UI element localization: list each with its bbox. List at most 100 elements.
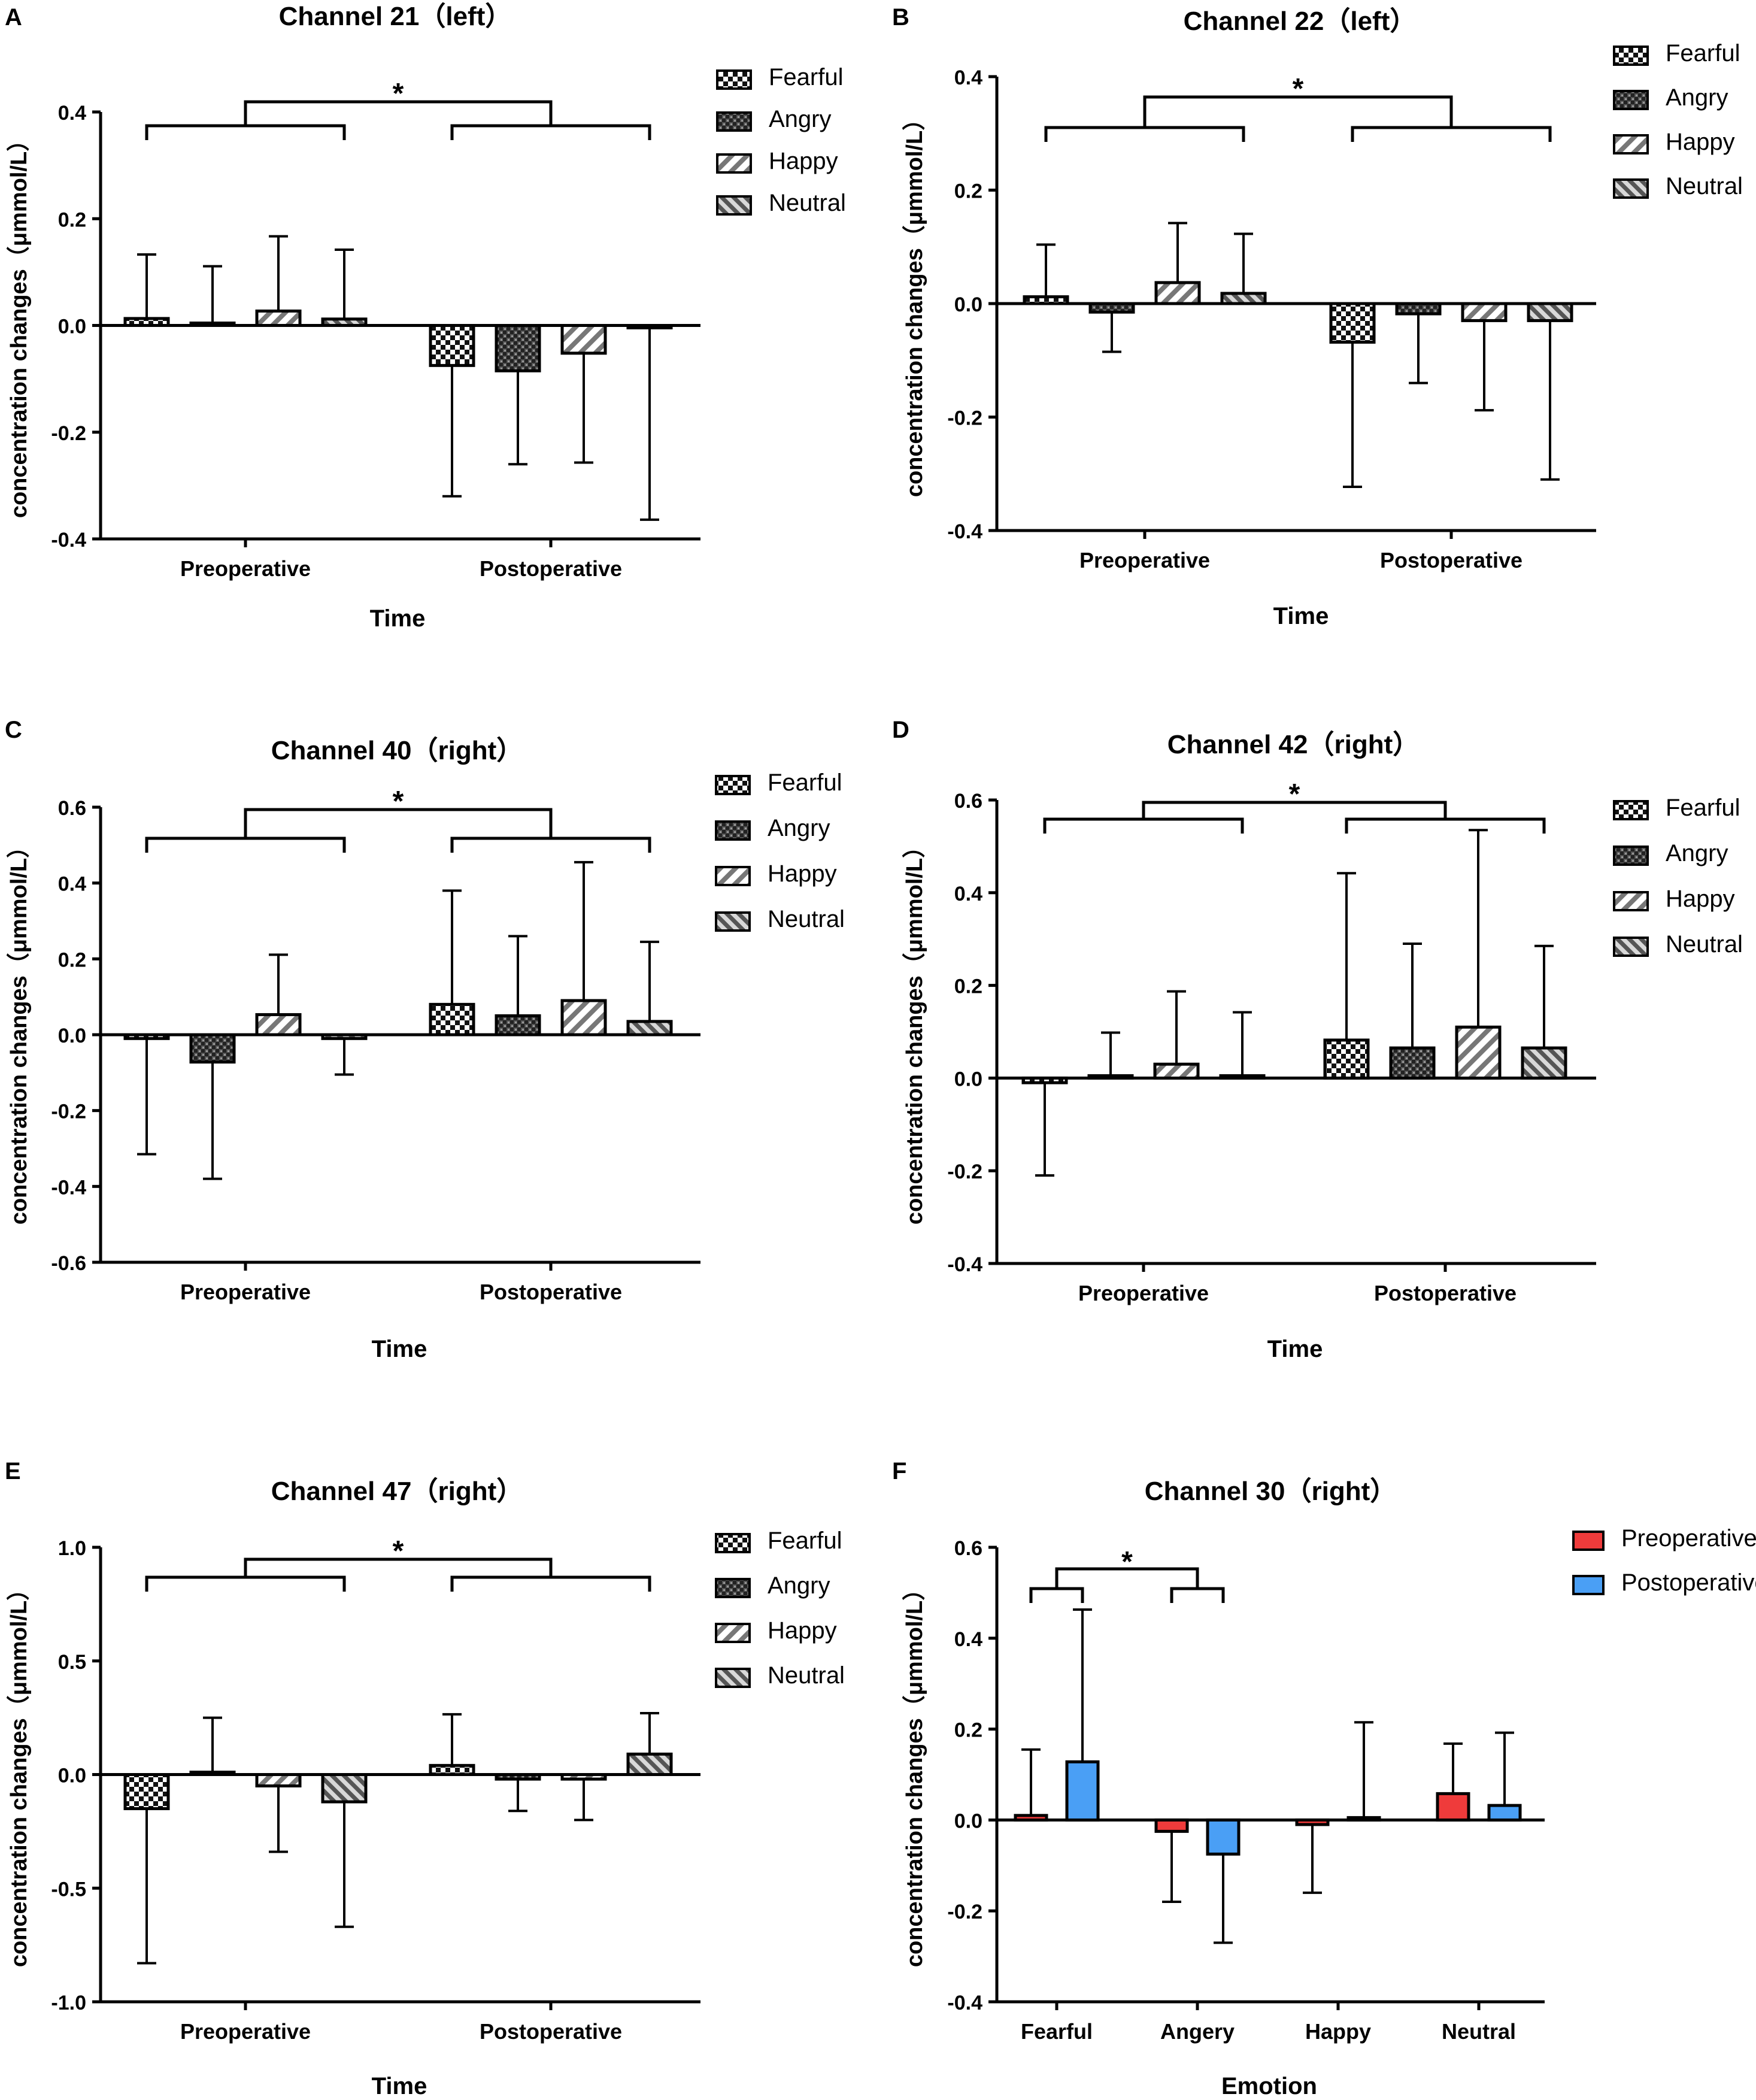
x-tick-label: Preoperative bbox=[1078, 1281, 1209, 1305]
y-tick-label: -0.2 bbox=[51, 1101, 86, 1123]
bar-fearful bbox=[1329, 302, 1376, 344]
legend-label-angry: Angry bbox=[1666, 84, 1728, 111]
y-tick-label: 0.4 bbox=[58, 102, 86, 125]
legend-label-fearful: Fearful bbox=[1666, 795, 1740, 821]
panel-f-ylabel: concentration changes（μmmol/L） bbox=[902, 1578, 927, 1967]
legend-swatch-neutral bbox=[715, 911, 751, 932]
bar-neutral bbox=[626, 324, 673, 329]
panel-e: E Channel 47（right） concentration change… bbox=[5, 1458, 845, 2099]
x-tick-label: Fearful bbox=[1021, 2019, 1093, 2044]
legend-swatch-happy bbox=[715, 1623, 751, 1643]
panel-d-xlabel: Time bbox=[1267, 1336, 1323, 1362]
y-tick-label: 0.0 bbox=[954, 1068, 982, 1090]
bar-fearful bbox=[1323, 1038, 1370, 1080]
panel-e-title: Channel 47（right） bbox=[271, 1477, 523, 1506]
legend-label-happy: Happy bbox=[769, 148, 838, 174]
panel-a-plot: 0.4 0.2 0.0 -0.2 -0.4 Preoperative Postoperati… bbox=[51, 78, 700, 581]
legend-label-happy: Happy bbox=[1666, 886, 1735, 912]
legend-swatch-fearful bbox=[715, 775, 751, 795]
legend-swatch-fearful bbox=[1613, 800, 1649, 820]
legend-label-neutral: Neutral bbox=[768, 906, 845, 932]
y-tick-label: -0.4 bbox=[947, 520, 982, 543]
legend-swatch-angry bbox=[1613, 846, 1649, 866]
bracket-left bbox=[1029, 1587, 1084, 1603]
bar-preoperative bbox=[1436, 1792, 1470, 1822]
bar-preoperative bbox=[1295, 1818, 1330, 1826]
legend-label-happy: Happy bbox=[768, 860, 837, 887]
legend-label-angry: Angry bbox=[1666, 840, 1728, 866]
y-tick-label: 0.6 bbox=[954, 1537, 982, 1560]
bar-happy bbox=[560, 1773, 607, 1781]
significance-star: * bbox=[393, 1535, 404, 1567]
legend-label-happy: Happy bbox=[1666, 129, 1735, 155]
bar-happy bbox=[1153, 1062, 1200, 1080]
panel-d: D Channel 42（right） concentration change… bbox=[892, 717, 1743, 1362]
y-tick-label: 0.0 bbox=[58, 1025, 86, 1047]
y-tick-label: -0.2 bbox=[947, 1901, 982, 1923]
x-tick-label: Postoperative bbox=[480, 2019, 622, 2044]
bar-happy bbox=[1154, 281, 1201, 305]
bar-happy bbox=[255, 1773, 302, 1787]
panel-c-xlabel: Time bbox=[372, 1336, 427, 1362]
x-tick-label: Preoperative bbox=[180, 2019, 311, 2044]
y-tick-label: 0.0 bbox=[58, 1765, 86, 1787]
x-tick-label: Happy bbox=[1305, 2019, 1371, 2044]
bar-fearful bbox=[429, 1002, 475, 1037]
bracket-right bbox=[450, 124, 651, 140]
bar-preoperative bbox=[1014, 1814, 1048, 1822]
panel-e-plot: 1.0 0.5 0.0 -0.5 -1.0 Preoperative Postoperati… bbox=[51, 1535, 700, 2044]
bar-fearful bbox=[123, 1773, 170, 1810]
y-tick-label: 0.2 bbox=[954, 180, 982, 203]
legend-swatch-neutral bbox=[1613, 178, 1649, 199]
legend-label-neutral: Neutral bbox=[768, 1662, 845, 1689]
legend-label-angry: Angry bbox=[769, 106, 832, 132]
bar-neutral bbox=[321, 1773, 368, 1804]
panel-c-legend: Fearful Angry Happy Neutral bbox=[715, 769, 845, 932]
bracket-left bbox=[1043, 817, 1244, 834]
legend-swatch-happy bbox=[1613, 134, 1649, 154]
panel-f-xlabel: Emotion bbox=[1221, 2073, 1317, 2099]
bar-happy bbox=[255, 309, 302, 328]
legend-label-neutral: Neutral bbox=[1666, 173, 1743, 199]
panel-c-plot: 0.6 0.4 0.2 0.0 -0.2 -0.4 -0.6 Preoperative Post… bbox=[51, 786, 700, 1304]
x-tick-label: Preoperative bbox=[180, 556, 311, 581]
panel-d-legend: Fearful Angry Happy Neutral bbox=[1613, 795, 1743, 957]
panel-d-ylabel: concentration changes（μmmol/L） bbox=[902, 835, 927, 1225]
panel-letter-e: E bbox=[5, 1458, 21, 1484]
panel-d-plot: 0.6 0.4 0.2 0.0 -0.2 -0.4 Preoperative Postoper… bbox=[947, 778, 1596, 1305]
x-tick-label: Preoperative bbox=[1079, 548, 1210, 572]
bracket-top bbox=[1142, 801, 1447, 819]
panel-b-plot: 0.4 0.2 0.0 -0.2 -0.4 Preoperative Postoperati… bbox=[947, 66, 1596, 572]
bar-happy bbox=[1461, 302, 1508, 322]
legend-swatch-angry bbox=[716, 111, 752, 132]
bar-neutral bbox=[321, 317, 368, 327]
legend-swatch-fearful bbox=[715, 1533, 751, 1553]
bar-angry bbox=[189, 1033, 236, 1064]
panel-a-legend: Fearful Angry Happy Neutral bbox=[716, 64, 846, 216]
y-tick-label: -0.6 bbox=[51, 1252, 86, 1275]
panel-e-xlabel: Time bbox=[372, 2073, 427, 2099]
y-tick-label: 0.4 bbox=[954, 1628, 982, 1651]
bar-angry bbox=[495, 1773, 541, 1781]
bracket-top bbox=[244, 1557, 553, 1577]
bar-fearful bbox=[429, 324, 475, 367]
bar-postoperative bbox=[1065, 1760, 1100, 1822]
legend-label-happy: Happy bbox=[768, 1617, 837, 1644]
panel-e-ylabel: concentration changes（μmmol/L） bbox=[7, 1578, 32, 1967]
panel-f: F Channel 30（right） concentration change… bbox=[892, 1458, 1756, 2099]
panel-b-legend: Fearful Angry Happy Neutral bbox=[1613, 40, 1743, 199]
panel-c-ylabel: concentration changes（μmmol/L） bbox=[7, 835, 32, 1225]
legend-swatch-neutral bbox=[715, 1668, 751, 1688]
bar-neutral bbox=[1521, 1046, 1567, 1080]
legend-swatch-fearful bbox=[716, 69, 752, 90]
significance-star: * bbox=[393, 786, 404, 817]
bracket-top bbox=[1055, 1567, 1199, 1589]
panel-d-title: Channel 42（right） bbox=[1167, 730, 1420, 759]
legend-swatch-happy bbox=[716, 153, 752, 174]
bar-happy bbox=[1455, 1025, 1502, 1080]
legend-label-fearful: Fearful bbox=[768, 769, 842, 796]
bracket-top bbox=[1143, 95, 1453, 128]
legend-label-postoperative: Postoperative bbox=[1621, 1569, 1756, 1596]
legend-swatch-neutral bbox=[1613, 937, 1649, 957]
